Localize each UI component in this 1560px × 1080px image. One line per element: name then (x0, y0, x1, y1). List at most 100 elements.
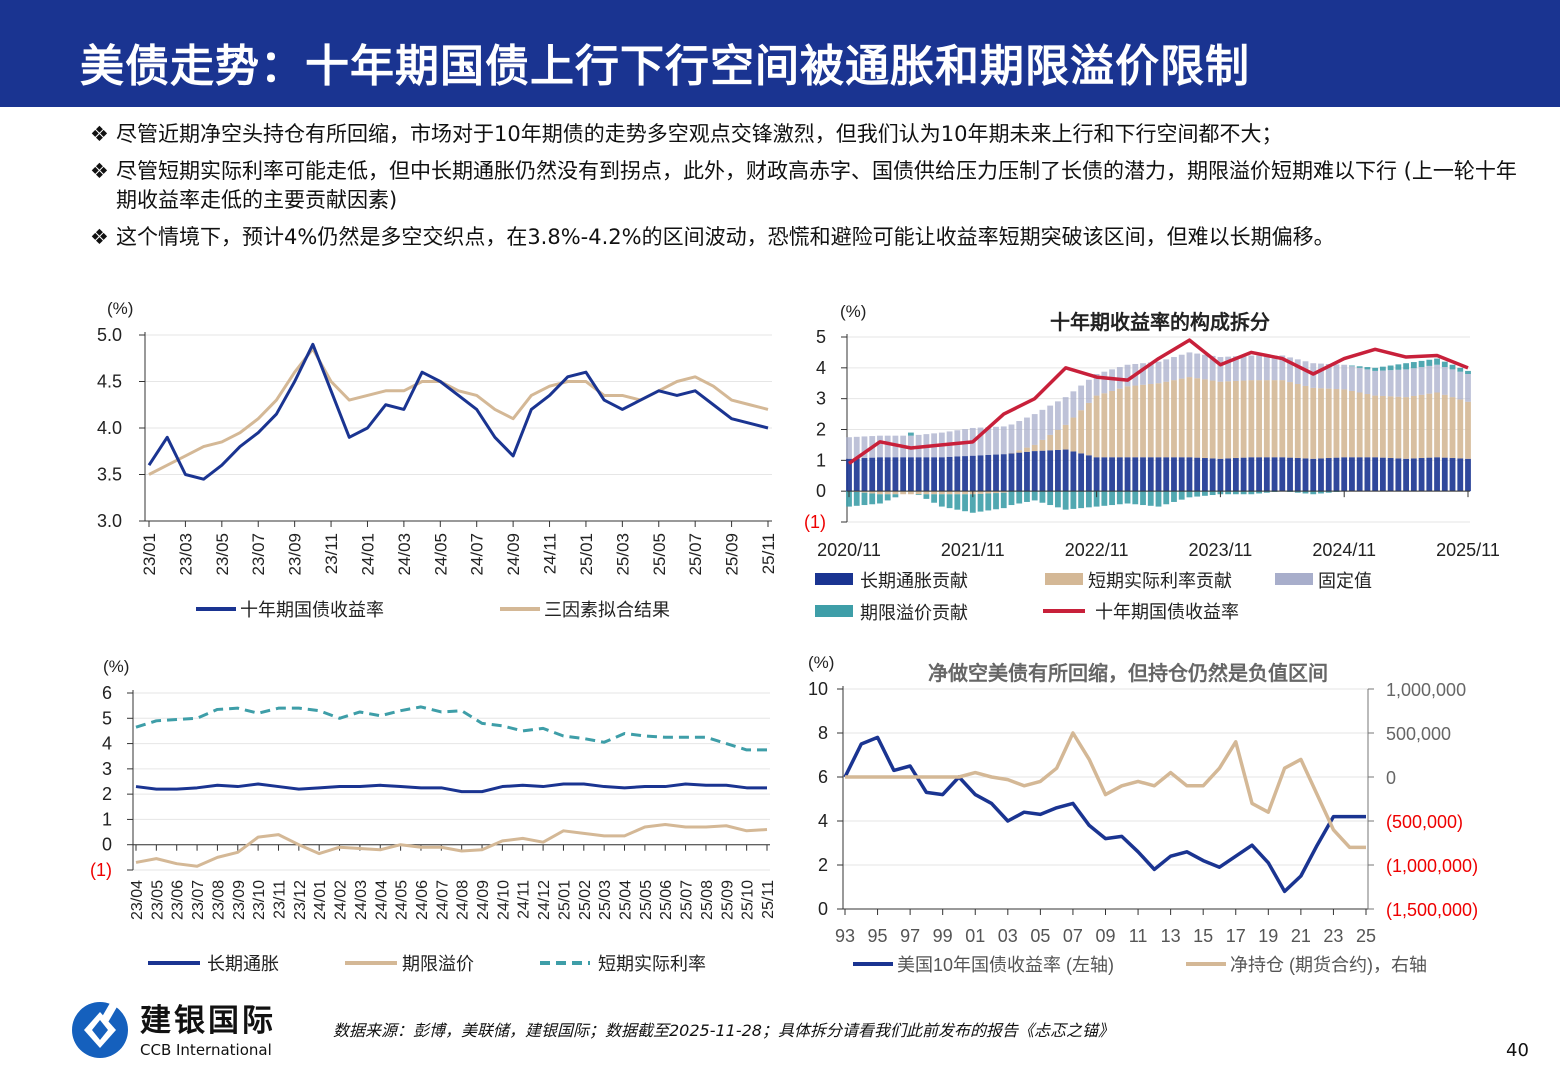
bar-segment (923, 491, 930, 495)
x-tick-label: 25/05 (638, 880, 655, 920)
x-tick-label: 95 (868, 926, 888, 946)
bar-segment (1093, 491, 1100, 507)
bar-segment (1387, 458, 1394, 492)
bar-segment (1387, 365, 1394, 371)
x-tick-label: 23/04 (129, 880, 146, 920)
bar-segment (1387, 370, 1394, 397)
bar-segment (993, 426, 999, 455)
data-source-note: 数据来源：彭博，美联储，建银国际；数据截至2025-11-28；具体拆分请看我们… (333, 1021, 1114, 1040)
bar-segment (1403, 369, 1410, 398)
bar-segment (1202, 491, 1208, 496)
x-tick-label: 23 (1323, 926, 1343, 946)
bar-segment (1279, 380, 1286, 458)
y-tick-label: 6 (818, 767, 828, 787)
x-tick-label: 23/05 (149, 880, 166, 920)
bar-segment (1372, 395, 1379, 458)
bar-segment (1449, 364, 1456, 370)
bar-segment (985, 493, 992, 511)
bar-segment (1372, 367, 1379, 371)
bar-segment (877, 457, 883, 492)
bar-segment (1434, 364, 1440, 393)
bar-segment (1132, 385, 1139, 458)
x-tick-label: 15 (1193, 926, 1213, 946)
bar-segment (1171, 380, 1177, 458)
bar-segment (977, 455, 984, 492)
bar-segment (993, 454, 999, 492)
bar-segment (1263, 457, 1270, 492)
bar-segment (892, 494, 899, 498)
x-tick-label: 24/09 (475, 880, 492, 920)
y-unit-label: (%) (808, 653, 834, 672)
x-tick-label: 03 (998, 926, 1018, 946)
bar-segment (1209, 458, 1216, 492)
bar-segment (884, 494, 891, 501)
bar-segment (869, 493, 876, 505)
bar-segment (1147, 457, 1154, 492)
y-tick-label: 0 (818, 899, 828, 919)
bar-segment (1016, 452, 1023, 492)
series-line-0 (135, 782, 767, 794)
bar-segment (1093, 374, 1100, 396)
bar-segment (1379, 395, 1386, 458)
bar-segment (1202, 379, 1208, 459)
y-tick-label: 0 (102, 835, 112, 855)
bar-segment (1055, 401, 1061, 430)
x-tick-label: 23/09 (286, 533, 305, 576)
y2-tick-label: 1,000,000 (1386, 680, 1466, 700)
bar-segment (1465, 401, 1471, 459)
bar-segment (1101, 393, 1108, 458)
bar-segment (1024, 451, 1030, 492)
bar-segment (1302, 491, 1309, 494)
bar-segment (1101, 491, 1108, 506)
bar-segment (884, 457, 891, 492)
bar-segment (1387, 396, 1394, 459)
x-tick-label: 25/11 (760, 880, 777, 919)
bar-segment (1248, 355, 1255, 381)
bar-segment (1410, 458, 1417, 492)
bar-segment (1101, 457, 1108, 492)
bar-segment (892, 457, 899, 492)
legend-swatch (815, 573, 853, 585)
bar-segment (1093, 457, 1100, 492)
y-tick-label: 0 (816, 481, 826, 501)
bar-segment (985, 491, 992, 494)
x-tick-label: 24/07 (468, 533, 487, 576)
bar-segment (1186, 491, 1193, 498)
bar-segment (1418, 394, 1425, 459)
bar-segment (1410, 368, 1417, 396)
y-tick-label: 5.0 (97, 325, 122, 345)
bar-segment (1240, 491, 1247, 495)
bar-segment (985, 454, 992, 492)
bar-segment (1426, 393, 1433, 458)
bullet-text: 这个情境下，预计4%仍然是多空交织点，在3.8%-4.2%的区间波动，恐慌和避险… (116, 225, 1335, 249)
legend-label: 短期实际利率贡献 (1088, 571, 1232, 591)
y-tick-label: 2 (816, 420, 826, 440)
bar-segment (1294, 359, 1301, 385)
x-tick-label: 25/10 (740, 880, 757, 920)
bar-segment (1232, 458, 1239, 492)
bar-segment (1457, 371, 1464, 400)
bullet-marker-icon: ❖ (90, 225, 109, 249)
bar-segment (1194, 491, 1201, 497)
bar-segment (1155, 361, 1162, 384)
y-tick-label: 6 (102, 683, 112, 703)
bar-segment (1024, 417, 1030, 448)
x-tick-label: 24/09 (504, 533, 523, 576)
x-tick-label: 25/04 (618, 880, 635, 920)
bar-segment (1039, 409, 1046, 440)
x-tick-label: 2021/11 (941, 540, 1005, 560)
page-title: 美债走势：十年期国债上行下行空间被通胀和期限溢价限制 (80, 41, 1250, 92)
bar-segment (1256, 491, 1262, 494)
bar-segment (1109, 457, 1115, 492)
bar-segment (915, 457, 922, 492)
x-tick-label: 24/01 (358, 533, 377, 576)
bullet-item: ❖ 这个情境下，预计4%仍然是多空交织点，在3.8%-4.2%的区间波动，恐慌和避… (90, 223, 1520, 252)
bar-segment (846, 437, 852, 459)
bar-segment (1310, 491, 1317, 495)
bar-segment (1302, 385, 1309, 459)
x-tick-label: 05 (1030, 926, 1050, 946)
x-tick-label: 23/12 (292, 880, 309, 920)
bar-segment (1078, 453, 1085, 492)
bar-segment (1140, 491, 1146, 506)
